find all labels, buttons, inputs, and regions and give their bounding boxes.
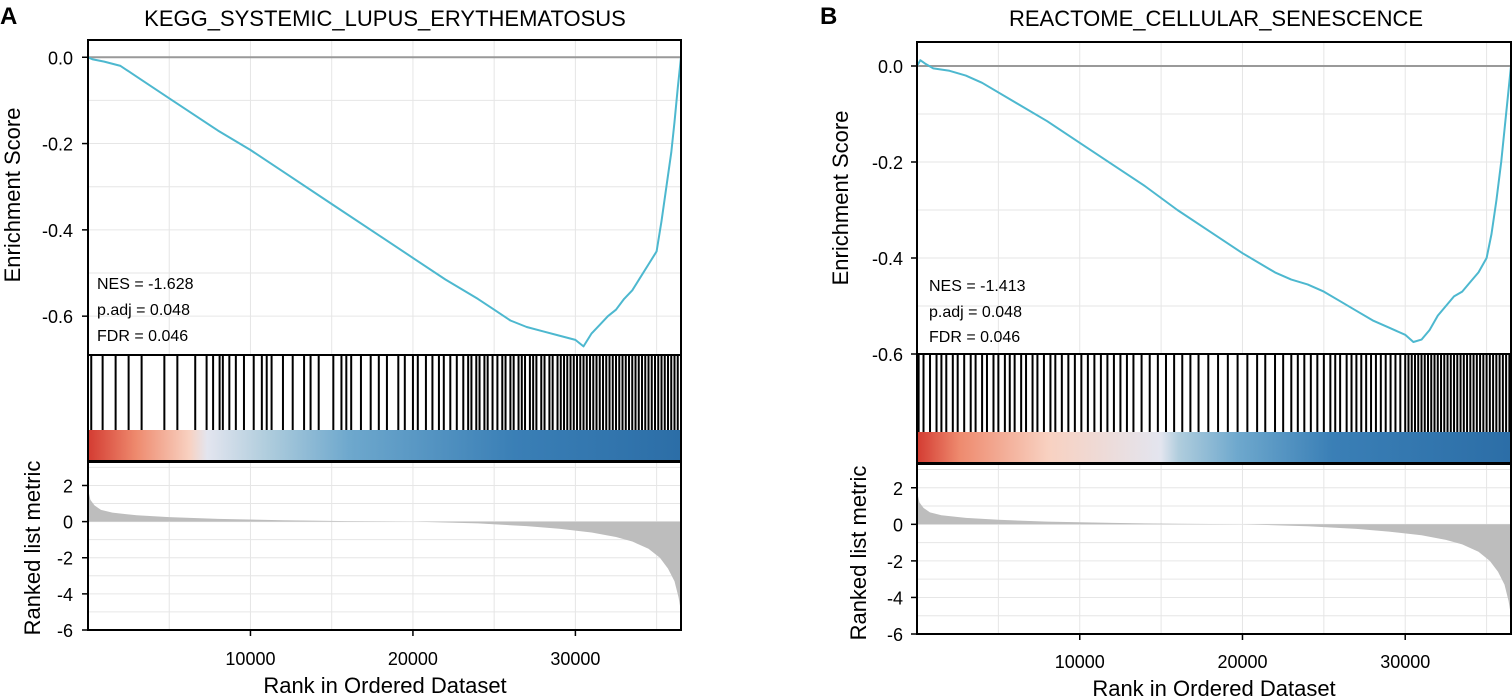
- ranked-metric-heatbar: [89, 430, 680, 460]
- metric-axis-label: Ranked list metric: [20, 461, 45, 636]
- x-axis: 10000 20000 30000: [1055, 634, 1430, 672]
- fdr-stat: FDR = 0.046: [97, 328, 188, 345]
- x-tick-label: 10000: [1055, 652, 1105, 672]
- metric-tick-label: 2: [63, 476, 73, 496]
- metric-tick-label: -2: [57, 549, 73, 569]
- padj-stat: p.adj = 0.048: [929, 304, 1022, 321]
- metric-grid: [88, 462, 681, 631]
- panel-label: A: [0, 3, 17, 30]
- nes-stat: NES = -1.628: [97, 276, 194, 293]
- chart-title: REACTOME_CELLULAR_SENESCENCE: [1009, 6, 1423, 31]
- enrichment-score-curve: [916, 59, 1512, 343]
- metric-tick-label: -2: [887, 552, 903, 572]
- x-axis: 10000 20000 30000: [225, 630, 600, 669]
- fdr-stat: FDR = 0.046: [929, 329, 1020, 346]
- nes-stat: NES = -1.413: [929, 278, 1026, 295]
- metric-plot-frame: [87, 461, 682, 631]
- ranked-metric-heatbar: [918, 432, 1510, 462]
- gene-hit-marks: [917, 354, 1511, 432]
- es-tick-label: 0.0: [48, 48, 73, 68]
- metric-tick-label: -4: [57, 585, 73, 605]
- x-axis-label: Rank in Ordered Dataset: [1092, 676, 1335, 699]
- stats-annotation: NES = -1.413 p.adj = 0.048 FDR = 0.046: [929, 278, 1026, 346]
- gene-hit-marks: [90, 355, 679, 430]
- padj-stat: p.adj = 0.048: [97, 302, 190, 319]
- metric-axis: 2 0 -2 -4 -6: [887, 479, 917, 645]
- x-tick-label: 30000: [550, 649, 600, 669]
- metric-tick-label: 0: [63, 513, 73, 533]
- metric-tick-label: 2: [893, 479, 903, 499]
- chart-title: KEGG_SYSTEMIC_LUPUS_ERYTHEMATOSUS: [144, 6, 626, 31]
- es-tick-label: -0.2: [42, 135, 73, 155]
- es-tick-label: -0.2: [872, 153, 903, 173]
- enrichment-score-curve: [87, 56, 682, 348]
- metric-tick-label: -4: [887, 588, 903, 608]
- es-tick-label: -0.6: [42, 307, 73, 327]
- es-tick-label: -0.4: [872, 249, 903, 269]
- metric-axis-label: Ranked list metric: [846, 466, 871, 641]
- metric-tick-label: 0: [893, 515, 903, 535]
- x-tick-label: 30000: [1380, 652, 1430, 672]
- panel-b: B REACTOME_CELLULAR_SENESCENCE 0.0 -0.2 -0…: [820, 3, 1512, 699]
- x-axis-label: Rank in Ordered Dataset: [263, 673, 506, 698]
- es-axis-label: Enrichment Score: [0, 108, 25, 283]
- metric-tick-label: -6: [887, 625, 903, 645]
- es-grid: [88, 40, 681, 355]
- panel-label: B: [820, 3, 837, 30]
- metric-tick-label: -6: [57, 621, 73, 641]
- x-tick-label: 20000: [388, 649, 438, 669]
- panel-a: A KEGG_SYSTEMIC_LUPUS_ERYTHEMATOSUS 0.0 -…: [0, 3, 682, 698]
- x-tick-label: 10000: [225, 649, 275, 669]
- metric-plot-frame: [916, 463, 1512, 635]
- es-axis-label: Enrichment Score: [828, 111, 853, 286]
- metric-grid: [917, 464, 1511, 635]
- ranked-metric-area: [88, 474, 681, 612]
- ranked-metric-area: [917, 476, 1511, 616]
- es-tick-label: 0.0: [878, 57, 903, 77]
- stats-annotation: NES = -1.628 p.adj = 0.048 FDR = 0.046: [97, 276, 194, 345]
- es-axis: 0.0 -0.2 -0.4 -0.6: [42, 48, 88, 327]
- x-tick-label: 20000: [1217, 652, 1267, 672]
- es-tick-label: -0.6: [872, 345, 903, 365]
- es-tick-label: -0.4: [42, 221, 73, 241]
- es-axis: 0.0 -0.2 -0.4 -0.6: [872, 57, 917, 365]
- metric-axis: 2 0 -2 -4 -6: [57, 476, 88, 641]
